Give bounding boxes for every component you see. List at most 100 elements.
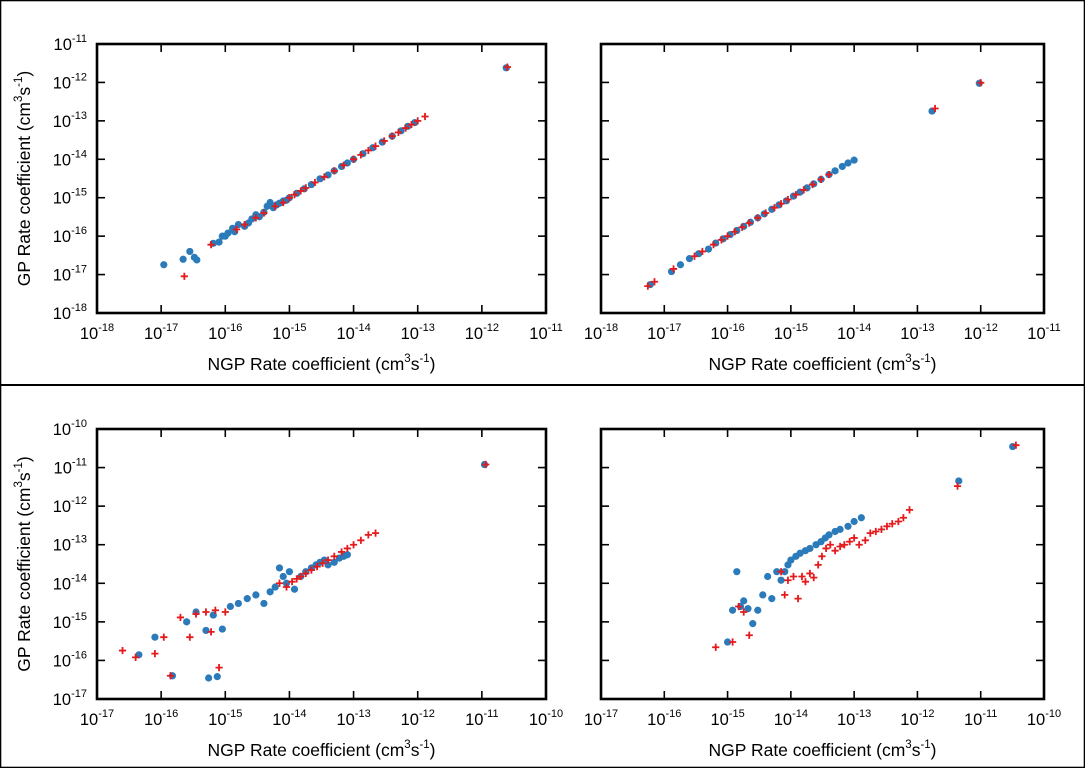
data-point-plus (731, 228, 739, 236)
y-tick-label: 10-16 (53, 649, 87, 670)
data-point-plus (394, 128, 403, 137)
data-point-circle (260, 599, 268, 608)
data-point-plus (712, 643, 720, 651)
data-point-plus (810, 574, 818, 582)
x-tick-label: 10-15 (208, 708, 242, 729)
data-point-circle (704, 245, 713, 253)
data-point-circle (330, 558, 338, 566)
y-axis-label: GP Rate coefficient (cm3s-1) (13, 71, 34, 286)
plot-area-border (599, 42, 1046, 315)
data-point-plus (380, 137, 388, 145)
data-point-plus (777, 200, 785, 208)
data-point-plus (118, 646, 127, 655)
data-point-circle (740, 597, 748, 605)
series-plus (644, 79, 985, 290)
x-tick-label: 10-12 (401, 708, 435, 729)
data-point-plus (822, 544, 830, 553)
series-plus (118, 460, 490, 680)
data-point-circle (179, 255, 187, 263)
data-point-plus (745, 219, 753, 227)
data-point-circle (218, 625, 226, 633)
x-tick-label: 10-10 (1027, 708, 1061, 729)
data-point-circle (226, 602, 234, 611)
data-point-plus (357, 536, 365, 544)
data-point-plus (232, 225, 241, 233)
data-point-circle (831, 167, 839, 175)
data-point-plus (215, 664, 223, 672)
data-point-circle (773, 568, 781, 576)
data-point-plus (320, 173, 328, 181)
data-point-circle (676, 261, 685, 269)
data-point-circle (777, 576, 785, 584)
x-tick-label: 10-18 (80, 322, 114, 343)
data-point-circle (781, 568, 789, 576)
data-point-plus (872, 527, 880, 536)
x-tick-label: 10-13 (900, 322, 934, 343)
data-point-circle (838, 162, 846, 171)
data-point-plus (738, 223, 746, 231)
data-point-circle (850, 517, 858, 526)
data-point-plus (698, 247, 706, 256)
data-point-plus (357, 151, 365, 159)
data-point-circle (193, 256, 201, 264)
data-point-plus (669, 265, 678, 273)
data-point-circle (266, 198, 274, 207)
y-tick-label: 10-17 (53, 264, 87, 285)
data-point-plus (288, 578, 296, 586)
x-tick-label: 10-14 (774, 708, 808, 729)
data-point-circle (243, 595, 251, 603)
y-tick-label: 10-18 (53, 302, 87, 323)
x-tick-label: 10-15 (272, 322, 306, 343)
data-point-plus (770, 204, 779, 212)
x-tick-label: 10-17 (584, 708, 618, 729)
plot-area-border (599, 427, 1046, 701)
data-point-plus (414, 117, 422, 125)
x-tick-label: 10-17 (80, 708, 114, 729)
data-point-plus (340, 161, 348, 169)
data-point-plus (905, 506, 914, 514)
data-point-circle (764, 572, 772, 581)
data-point-circle (825, 531, 833, 539)
data-point-circle (275, 564, 284, 572)
data-point-circle (151, 633, 159, 641)
data-point-plus (337, 548, 346, 556)
data-point-circle (234, 599, 242, 608)
y-tick-label: 10-14 (53, 148, 87, 169)
data-point-plus (831, 547, 839, 555)
data-point-plus (166, 672, 175, 680)
y-tick-label: 10-12 (53, 71, 87, 92)
x-tick-label: 10-16 (710, 322, 744, 343)
data-point-plus (644, 282, 652, 290)
x-axis-label: NGP Rate coefficient (cm3s-1) (207, 353, 435, 374)
data-point-plus (192, 610, 200, 618)
data-point-plus (290, 191, 299, 199)
data-point-plus (794, 595, 802, 603)
data-point-plus (855, 541, 863, 549)
data-point-plus (800, 186, 808, 194)
data-point-plus (709, 241, 718, 249)
data-point-plus (207, 241, 215, 249)
y-tick-label: 10-11 (54, 457, 87, 478)
data-point-plus (762, 209, 770, 217)
data-point-plus (402, 124, 410, 132)
x-tick-label: 10-17 (647, 322, 681, 343)
y-tick-label: 10-17 (53, 688, 87, 709)
data-point-plus (330, 552, 338, 560)
data-point-circle (343, 551, 351, 559)
scatter-panel-1: 10-18 10-17 10-16 10-15 10-14 10-13 10-12 10-11… (13, 33, 563, 374)
data-point-plus (297, 187, 305, 195)
data-point-circle (266, 588, 274, 596)
y-tick-label: 10-15 (53, 611, 87, 632)
x-axis-label: NGP Rate coefficient (cm3s-1) (207, 739, 435, 760)
data-point-circle (282, 579, 291, 587)
data-point-plus (293, 575, 301, 583)
data-point-circle (271, 583, 279, 591)
data-point-plus (826, 541, 834, 549)
plot-area-border (95, 427, 548, 701)
data-point-plus (186, 633, 194, 641)
x-tick-label: 10-13 (401, 322, 435, 343)
data-point-plus (132, 653, 140, 661)
data-point-plus (260, 209, 268, 217)
x-tick-label: 10-15 (774, 322, 808, 343)
data-point-circle (857, 514, 865, 522)
